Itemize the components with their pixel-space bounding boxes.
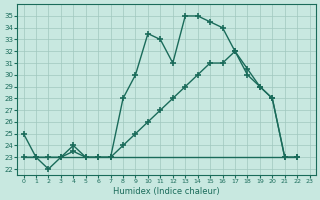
X-axis label: Humidex (Indice chaleur): Humidex (Indice chaleur) bbox=[113, 187, 220, 196]
